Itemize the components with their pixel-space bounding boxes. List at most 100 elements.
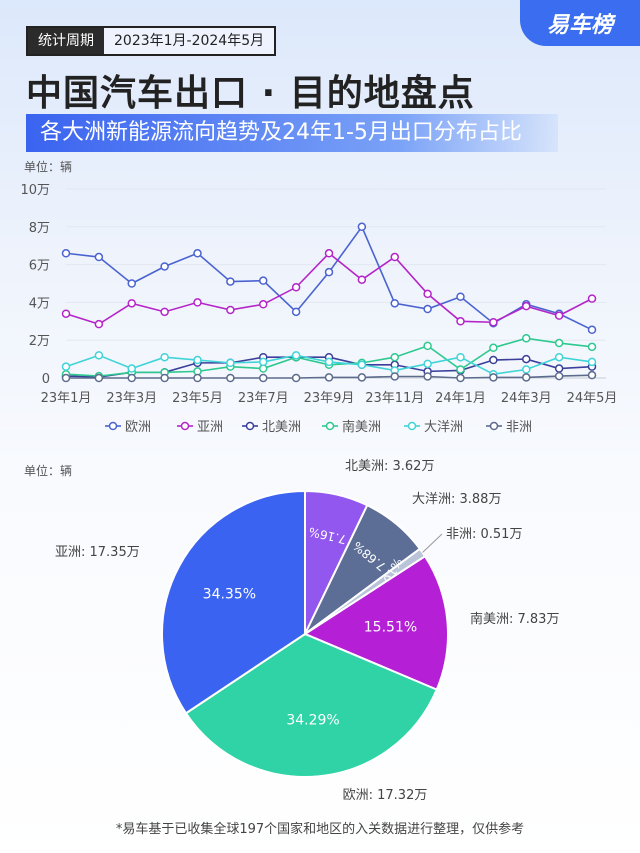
data-point — [489, 343, 498, 353]
data-point — [61, 309, 71, 318]
data-point — [193, 373, 202, 383]
legend-marker — [407, 421, 417, 431]
data-point — [587, 325, 597, 335]
data-point — [291, 307, 301, 317]
data-point — [226, 277, 235, 286]
pie-slice-欧洲 — [184, 632, 439, 778]
period-label: 统计周期 — [28, 28, 104, 54]
data-point — [61, 362, 71, 371]
data-point — [390, 299, 399, 308]
data-point — [94, 252, 104, 262]
series-line-亚洲 — [65, 252, 593, 326]
y-tick-label: 4万 — [29, 296, 50, 311]
legend-marker — [325, 421, 335, 431]
pie-percent-label: 34.35% — [203, 586, 256, 602]
data-point — [127, 364, 136, 373]
data-point — [587, 370, 597, 380]
data-point — [390, 372, 399, 381]
data-point — [259, 300, 268, 309]
y-tick-label: 0 — [42, 372, 50, 387]
pie-slice-亚洲 — [161, 489, 306, 715]
data-point — [423, 289, 432, 299]
data-point — [390, 352, 399, 362]
brand-logo: 易车榜 — [520, 0, 640, 46]
leader-line — [422, 533, 443, 553]
x-tick-label: 24年1月 — [435, 391, 486, 406]
data-point — [160, 262, 169, 271]
x-tick-label: 23年9月 — [304, 391, 355, 406]
legend-label: 大洋洲 — [424, 420, 463, 435]
x-tick-label: 24年3月 — [501, 391, 552, 406]
x-tick-label: 24年5月 — [567, 391, 618, 406]
legend-label: 非洲 — [506, 420, 532, 435]
data-point — [587, 294, 597, 303]
data-point — [554, 371, 564, 381]
data-point — [160, 352, 169, 362]
series-line-欧洲 — [65, 225, 593, 331]
data-point — [489, 317, 498, 327]
pie-percent-label: 15.51% — [364, 620, 417, 636]
pie-outer-label: 欧洲: 17.32万 — [343, 788, 428, 803]
data-point — [324, 357, 334, 367]
pie-outer-label: 大洋洲: 3.88万 — [412, 492, 501, 507]
pie-slice-南美洲 — [302, 554, 449, 691]
data-point — [522, 354, 531, 364]
legend-marker — [108, 421, 118, 431]
data-point — [226, 358, 235, 368]
line-unit-label: 单位：辆 — [24, 160, 73, 174]
pie-unit-label: 单位：辆 — [24, 464, 73, 478]
data-point — [390, 252, 399, 262]
x-tick-label: 23年3月 — [106, 391, 157, 406]
data-point — [522, 365, 531, 374]
data-point — [324, 267, 334, 277]
data-point — [456, 352, 465, 362]
data-point — [456, 373, 465, 383]
data-point — [193, 298, 202, 307]
data-point — [357, 373, 367, 382]
legend-label: 南美洲 — [342, 419, 381, 435]
data-point — [324, 373, 334, 382]
data-point — [587, 357, 597, 367]
pie-outer-label: 非洲: 0.51万 — [446, 527, 522, 542]
data-point — [423, 341, 432, 351]
data-point — [554, 338, 564, 348]
data-point — [456, 292, 465, 301]
page-subtitle: 各大洲新能源流向趋势及24年1-5月出口分布占比 — [26, 114, 558, 152]
legend-marker — [180, 421, 190, 431]
data-point — [554, 311, 564, 320]
period-value: 2023年1月-2024年5月 — [104, 28, 275, 54]
data-point — [160, 307, 169, 317]
data-point — [94, 373, 104, 383]
data-point — [456, 365, 465, 374]
legend-label: 北美洲 — [262, 420, 301, 435]
footnote: *易车基于已收集全球197个国家和地区的入关数据进行整理，仅供参考 — [115, 822, 525, 837]
pie-outer-label: 南美洲: 7.83万 — [470, 611, 559, 627]
x-tick-label: 23年1月 — [41, 391, 92, 406]
y-tick-label: 2万 — [29, 334, 50, 349]
data-point — [522, 334, 531, 343]
y-tick-label: 6万 — [29, 259, 50, 274]
data-point — [259, 357, 268, 367]
legend-marker — [489, 421, 499, 431]
x-tick-label: 23年11月 — [365, 391, 424, 406]
data-point — [193, 249, 202, 258]
data-point — [489, 373, 498, 382]
data-point — [423, 359, 432, 369]
data-point — [554, 364, 564, 373]
data-point — [291, 373, 301, 383]
pie-percent-label: 34.29% — [286, 712, 339, 728]
pie-outer-label: 北美洲: 3.62万 — [345, 459, 434, 474]
data-point — [94, 319, 104, 329]
data-point — [226, 305, 235, 315]
x-tick-label: 23年5月 — [172, 391, 223, 406]
data-point — [127, 279, 136, 288]
y-tick-label: 10万 — [20, 183, 50, 198]
data-point — [193, 355, 202, 365]
x-tick-label: 23年7月 — [238, 391, 289, 406]
data-point — [61, 249, 71, 258]
data-point — [160, 373, 169, 383]
data-point — [324, 249, 334, 258]
data-point — [587, 342, 597, 352]
data-point — [127, 299, 136, 308]
